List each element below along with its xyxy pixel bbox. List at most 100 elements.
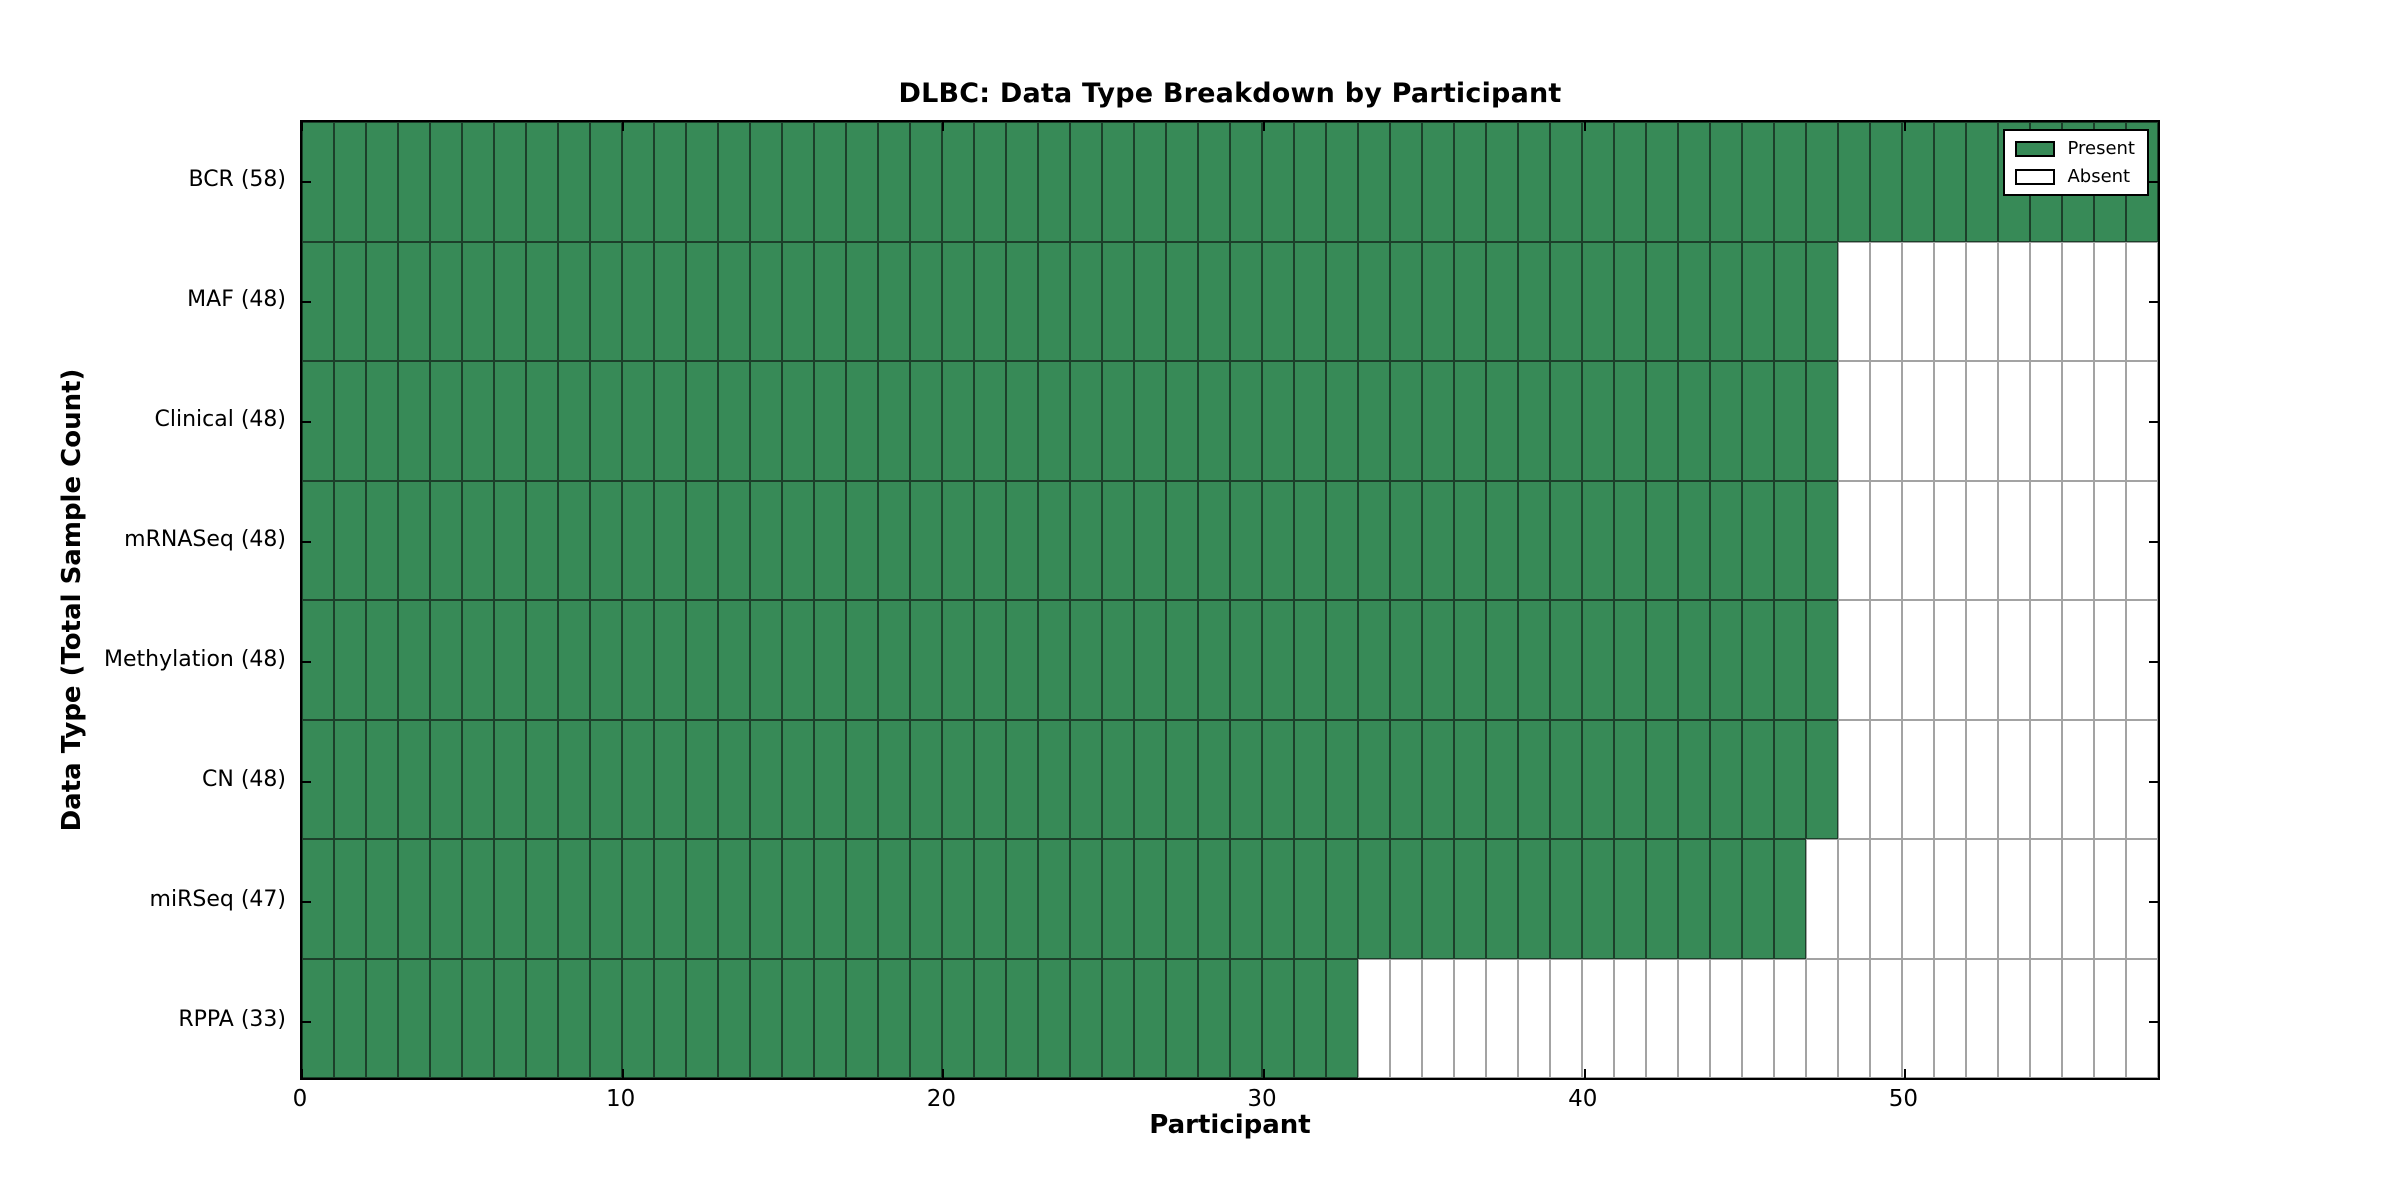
matrix-cell <box>1710 839 1742 959</box>
matrix-cell <box>622 600 654 720</box>
matrix-cell <box>1934 241 1966 361</box>
matrix-cell <box>1934 122 1966 242</box>
matrix-cell <box>1966 361 1998 481</box>
matrix-cell <box>1678 958 1710 1078</box>
matrix-cell <box>558 719 590 839</box>
matrix-cell <box>590 719 622 839</box>
matrix-cell <box>622 480 654 600</box>
matrix-cell <box>1006 241 1038 361</box>
y-tick-mark <box>2149 301 2158 303</box>
y-tick-label-mRNASeq: mRNASeq (48) <box>124 527 286 552</box>
matrix-cell <box>1422 600 1454 720</box>
matrix-cell <box>782 719 814 839</box>
matrix-cell <box>366 958 398 1078</box>
matrix-cell <box>1838 122 1870 242</box>
matrix-cell <box>1070 480 1102 600</box>
matrix-cell <box>1486 122 1518 242</box>
matrix-cell <box>1102 361 1134 481</box>
matrix-cell <box>1614 600 1646 720</box>
matrix-cell <box>1998 958 2030 1078</box>
matrix-cell <box>1294 241 1326 361</box>
matrix-cell <box>1390 839 1422 959</box>
matrix-cell <box>1326 122 1358 242</box>
matrix-cell <box>1070 958 1102 1078</box>
matrix-cell <box>974 600 1006 720</box>
matrix-cell <box>334 241 366 361</box>
matrix-cell <box>846 241 878 361</box>
matrix-cell <box>1998 839 2030 959</box>
matrix-cell <box>1070 122 1102 242</box>
matrix-cell <box>430 361 462 481</box>
matrix-cell <box>1134 361 1166 481</box>
matrix-cell <box>1614 122 1646 242</box>
matrix-cell <box>814 361 846 481</box>
matrix-cell <box>558 480 590 600</box>
matrix-cell <box>430 719 462 839</box>
legend-swatch-present <box>2015 140 2056 157</box>
y-tick-mark <box>302 781 311 783</box>
matrix-cell <box>1966 958 1998 1078</box>
y-tick-label-MAF: MAF (48) <box>187 287 286 312</box>
matrix-cell <box>1358 719 1390 839</box>
matrix-cell <box>974 480 1006 600</box>
matrix-cell <box>1582 480 1614 600</box>
matrix-cell <box>1774 361 1806 481</box>
matrix-cell <box>654 361 686 481</box>
matrix-cell <box>1966 241 1998 361</box>
matrix-cell <box>366 839 398 959</box>
matrix-cell <box>1774 480 1806 600</box>
matrix-cell <box>2126 480 2158 600</box>
matrix-cell <box>1998 241 2030 361</box>
matrix-cell <box>526 719 558 839</box>
matrix-cell <box>526 241 558 361</box>
y-tick-label-Methylation: Methylation (48) <box>104 647 286 672</box>
matrix-cell <box>1518 719 1550 839</box>
matrix-cell <box>814 719 846 839</box>
matrix-cell <box>1262 480 1294 600</box>
matrix-cell <box>398 839 430 959</box>
matrix-cell <box>1038 241 1070 361</box>
matrix-cell <box>1550 839 1582 959</box>
matrix-cell <box>1870 600 1902 720</box>
matrix-cell <box>1294 361 1326 481</box>
matrix-cell <box>878 361 910 481</box>
matrix-cell <box>1454 241 1486 361</box>
matrix-cell <box>654 958 686 1078</box>
matrix-cell <box>846 719 878 839</box>
matrix-cell <box>334 719 366 839</box>
x-tick-mark <box>301 1069 303 1078</box>
matrix-cell <box>590 480 622 600</box>
matrix-cell <box>2062 719 2094 839</box>
matrix-cell <box>1646 241 1678 361</box>
matrix-cell <box>1742 361 1774 481</box>
matrix-cell <box>1454 361 1486 481</box>
matrix-cell <box>430 600 462 720</box>
matrix-cell <box>526 480 558 600</box>
matrix-cell <box>1710 241 1742 361</box>
matrix-cell <box>1998 480 2030 600</box>
matrix-cell <box>1230 241 1262 361</box>
matrix-cell <box>1934 361 1966 481</box>
matrix-cell <box>1614 241 1646 361</box>
y-tick-mark <box>302 901 311 903</box>
matrix-cell <box>1518 958 1550 1078</box>
matrix-cell <box>622 958 654 1078</box>
matrix-cell <box>1198 719 1230 839</box>
matrix-cell <box>718 361 750 481</box>
matrix-cell <box>2030 958 2062 1078</box>
matrix-cell <box>1806 122 1838 242</box>
matrix-cell <box>1102 600 1134 720</box>
matrix-cell <box>1806 839 1838 959</box>
legend-entry-absent: Absent <box>2015 166 2135 187</box>
legend-entry-present: Present <box>2015 138 2135 159</box>
matrix-cell <box>1966 719 1998 839</box>
y-tick-label-RPPA: RPPA (33) <box>178 1007 286 1032</box>
matrix-cell <box>1390 361 1422 481</box>
matrix-cell <box>2094 839 2126 959</box>
matrix-cell <box>1134 958 1166 1078</box>
matrix-cell <box>398 241 430 361</box>
matrix-cell <box>1902 480 1934 600</box>
y-tick-mark <box>302 541 311 543</box>
matrix-cell <box>1550 122 1582 242</box>
matrix-cell <box>302 958 334 1078</box>
